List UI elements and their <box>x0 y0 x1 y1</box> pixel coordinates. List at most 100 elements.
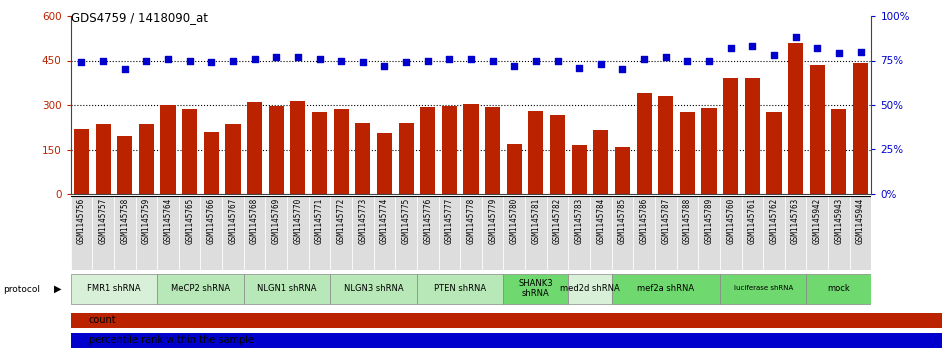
Bar <box>290 101 305 194</box>
Bar <box>244 196 266 270</box>
Bar <box>417 196 439 270</box>
Point <box>312 56 327 62</box>
Bar <box>396 196 417 270</box>
Point <box>637 56 652 62</box>
Point <box>788 34 804 40</box>
Point <box>117 66 132 72</box>
Bar <box>806 196 828 270</box>
Text: GSM1145777: GSM1145777 <box>445 198 454 244</box>
Point <box>528 58 544 64</box>
Bar <box>266 196 287 270</box>
Point <box>767 52 782 58</box>
Bar <box>244 274 331 304</box>
Text: GSM1145780: GSM1145780 <box>510 198 519 244</box>
Bar <box>114 196 136 270</box>
Text: PTEN shRNA: PTEN shRNA <box>434 284 486 293</box>
Text: ▶: ▶ <box>54 284 61 294</box>
Bar <box>507 144 522 194</box>
Bar <box>633 196 655 270</box>
Bar <box>568 274 611 304</box>
Text: GSM1145774: GSM1145774 <box>380 198 389 244</box>
Point <box>463 56 479 62</box>
Point <box>138 58 154 64</box>
Bar <box>720 196 741 270</box>
Bar <box>182 110 197 194</box>
Text: MeCP2 shRNA: MeCP2 shRNA <box>171 284 230 293</box>
Text: GSM1145773: GSM1145773 <box>358 198 367 244</box>
Text: GSM1145787: GSM1145787 <box>661 198 671 244</box>
Text: count: count <box>89 315 116 325</box>
Text: GSM1145778: GSM1145778 <box>466 198 476 244</box>
Bar <box>806 274 871 304</box>
Bar <box>309 196 331 270</box>
Bar <box>831 110 847 194</box>
Point <box>355 60 370 65</box>
Bar <box>590 196 611 270</box>
Bar <box>810 65 825 194</box>
Bar <box>439 196 461 270</box>
Bar <box>71 333 942 348</box>
Bar <box>680 113 695 194</box>
Text: GSM1145760: GSM1145760 <box>726 198 735 244</box>
Bar <box>655 196 676 270</box>
Bar <box>331 274 417 304</box>
Text: GSM1145765: GSM1145765 <box>186 198 194 244</box>
Bar <box>138 124 154 194</box>
Bar <box>850 196 871 270</box>
Bar <box>374 196 396 270</box>
Text: GSM1145757: GSM1145757 <box>99 198 107 244</box>
Bar <box>417 274 503 304</box>
Bar <box>333 110 349 194</box>
Bar <box>550 115 565 194</box>
Text: NLGN3 shRNA: NLGN3 shRNA <box>344 284 403 293</box>
Bar <box>503 274 568 304</box>
Text: GSM1145788: GSM1145788 <box>683 198 692 244</box>
Bar <box>331 196 352 270</box>
Text: GSM1145943: GSM1145943 <box>835 198 843 244</box>
Text: GSM1145779: GSM1145779 <box>488 198 497 244</box>
Text: luciferase shRNA: luciferase shRNA <box>734 285 793 291</box>
Text: mef2a shRNA: mef2a shRNA <box>637 284 694 293</box>
Bar <box>528 111 544 194</box>
Bar <box>546 196 568 270</box>
Bar <box>157 196 179 270</box>
Text: GSM1145768: GSM1145768 <box>250 198 259 244</box>
Text: GSM1145767: GSM1145767 <box>229 198 237 244</box>
Text: GSM1145766: GSM1145766 <box>207 198 216 244</box>
Point <box>507 63 522 69</box>
Text: GSM1145776: GSM1145776 <box>423 198 432 244</box>
Bar <box>312 113 327 194</box>
Point <box>723 45 739 51</box>
Bar <box>720 274 806 304</box>
Text: GSM1145761: GSM1145761 <box>748 198 756 244</box>
Text: GSM1145789: GSM1145789 <box>705 198 713 244</box>
Bar <box>71 196 92 270</box>
Point <box>225 58 240 64</box>
Text: GSM1145775: GSM1145775 <box>401 198 411 244</box>
Bar <box>676 196 698 270</box>
Text: GSM1145772: GSM1145772 <box>336 198 346 244</box>
Point <box>593 61 609 67</box>
Text: med2d shRNA: med2d shRNA <box>560 284 620 293</box>
Bar <box>763 196 785 270</box>
Bar <box>853 64 869 194</box>
Text: GSM1145769: GSM1145769 <box>271 198 281 244</box>
Point <box>615 66 630 72</box>
Bar <box>525 196 546 270</box>
Text: GSM1145781: GSM1145781 <box>531 198 541 244</box>
Bar <box>398 123 414 194</box>
Bar <box>287 196 309 270</box>
Bar <box>767 113 782 194</box>
Bar <box>593 130 609 194</box>
Bar <box>92 196 114 270</box>
Bar <box>117 136 132 194</box>
Text: NLGN1 shRNA: NLGN1 shRNA <box>257 284 317 293</box>
Bar <box>420 107 435 194</box>
Bar <box>637 93 652 194</box>
Point <box>420 58 435 64</box>
Point <box>398 60 414 65</box>
Point <box>203 60 219 65</box>
Point <box>550 58 565 64</box>
Bar <box>157 274 244 304</box>
Bar <box>160 105 175 194</box>
